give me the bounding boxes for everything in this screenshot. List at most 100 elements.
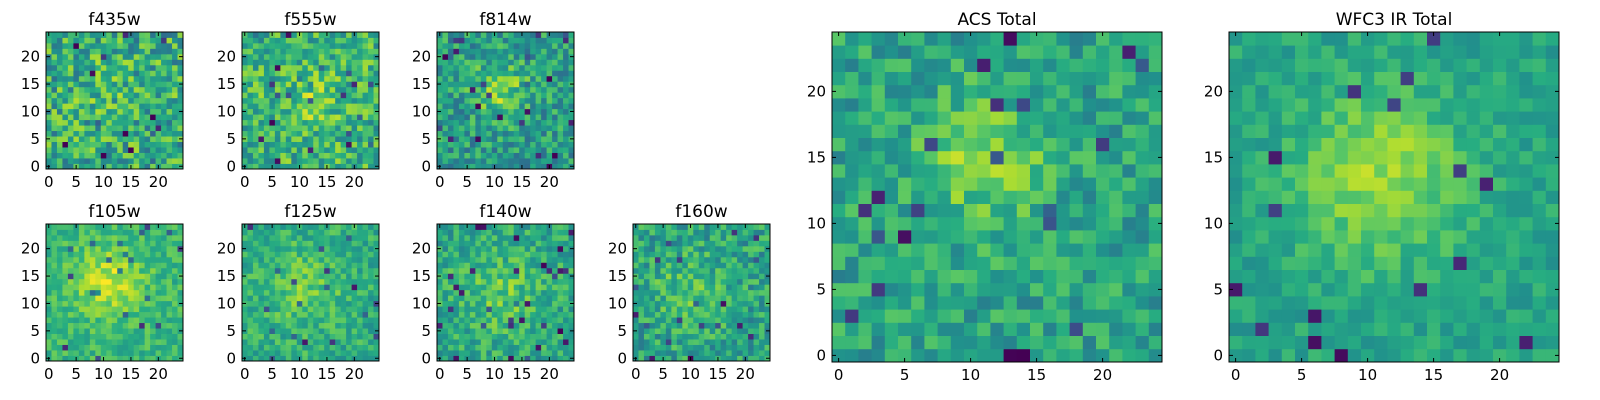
heatmap-cell [546,59,553,66]
heatmap-cell [357,64,363,71]
heatmap-cell [340,92,347,99]
heatmap-cell [1122,190,1136,204]
heatmap-cell [557,147,564,153]
heatmap-cell [563,267,569,274]
heatmap-cell [480,311,487,318]
heatmap-cell [172,240,178,247]
heatmap-cell [95,86,102,93]
heatmap-cell [302,306,309,313]
heatmap-cell [715,251,722,258]
heatmap-cell [486,108,493,115]
heatmap-cell [557,119,564,126]
heatmap-cell [340,224,347,230]
heatmap-cell [258,48,265,55]
heatmap-cell [519,141,526,148]
heatmap-cell [524,59,531,66]
heatmap-cell [247,311,254,318]
heatmap-cell [324,75,331,82]
heatmap-cell [475,355,482,362]
heatmap-cell [128,59,135,66]
heatmap-cell [258,114,265,121]
heatmap-cell [177,251,184,258]
heatmap-cell [247,278,254,285]
heatmap-cell [269,262,276,269]
heatmap-cell [263,328,270,334]
heatmap-cell [535,328,542,334]
heatmap-cell [117,256,124,263]
heatmap-cell [346,92,352,99]
heatmap-cell [491,311,498,318]
heatmap-cell [687,267,694,274]
heatmap-cell [285,245,292,252]
heatmap-cell [437,251,443,258]
heatmap-cell [524,37,531,44]
heatmap-cell [1122,296,1136,310]
heatmap-cell [1030,243,1044,257]
heatmap-cell [324,289,331,296]
heatmap-cell [84,125,91,132]
heatmap-cell [362,147,369,153]
heatmap-cell [541,136,547,142]
y-tick-label: 20 [412,48,431,66]
heatmap-cell [117,114,124,121]
heatmap-cell [502,322,509,329]
heatmap-cell [362,37,369,44]
heatmap-cell [318,136,325,142]
heatmap-cell [56,240,63,247]
heatmap-cell [335,53,342,60]
heatmap-cell [84,158,91,164]
heatmap-cell [78,355,85,362]
heatmap-cell [497,273,504,280]
heatmap-cell [78,245,85,252]
heatmap-cell [274,306,281,313]
heatmap-cell [280,256,287,263]
heatmap-cell [318,240,325,247]
heatmap-cell [144,114,151,121]
heatmap-cell [373,141,380,148]
heatmap-cell [546,114,553,121]
heatmap-cell [530,322,537,329]
heatmap-cell [447,278,454,285]
heatmap-cell [263,344,270,351]
heatmap-cell [643,278,650,285]
heatmap-cell [519,81,526,88]
heatmap-cell [709,229,716,236]
heatmap-cell [368,163,374,170]
heatmap-cell [731,322,738,329]
heatmap-cell [557,103,564,110]
heatmap-cell [541,86,547,93]
heatmap-cell [274,119,281,126]
heatmap-cell [1043,282,1057,297]
heatmap-cell [546,92,553,99]
heatmap-cell [497,333,504,340]
heatmap-cell [106,59,113,66]
heatmap-cell [252,92,259,99]
heatmap-cell [742,300,749,307]
heatmap-cell [100,273,107,280]
heatmap-cell [682,245,689,252]
heatmap-cell [475,147,482,153]
heatmap-cell [133,97,140,104]
heatmap-cell [89,163,96,170]
heatmap-cell [469,350,476,356]
heatmap-cell [280,70,287,77]
heatmap-cell [258,267,265,274]
heatmap-cell [177,284,184,291]
heatmap-cell [252,114,259,121]
heatmap-cell [78,344,85,351]
heatmap-cell [242,42,248,49]
heatmap-cell [665,339,672,345]
heatmap-cell [84,136,91,142]
heatmap-cell [497,42,504,49]
heatmap-cell [373,42,380,49]
heatmap-cell [535,262,542,269]
heatmap-cell [1096,256,1110,270]
x-tick-label: 15 [708,365,727,383]
heatmap-cell [764,350,771,356]
heatmap-cell [117,152,124,159]
heatmap-cell [318,92,325,99]
heatmap-cell [480,114,487,121]
heatmap-cell [447,59,454,66]
heatmap-cell [144,240,151,247]
heatmap-cell [280,42,287,49]
